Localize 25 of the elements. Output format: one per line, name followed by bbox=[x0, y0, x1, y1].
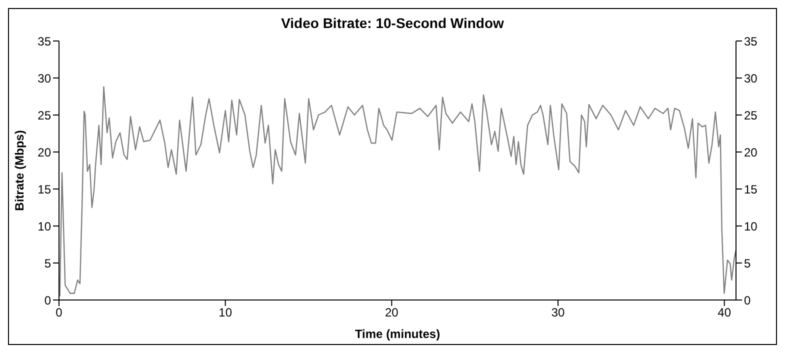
x-tick-label: 20 bbox=[385, 306, 399, 320]
y2-tick-label: 35 bbox=[744, 34, 758, 48]
x-tick-label: 30 bbox=[551, 306, 566, 320]
x-tick-label: 0 bbox=[56, 306, 63, 320]
y-tick-label: 25 bbox=[38, 108, 52, 122]
y-tick-label: 30 bbox=[38, 71, 52, 86]
y2-tick-label: 30 bbox=[744, 71, 758, 86]
y-tick-label: 35 bbox=[38, 34, 52, 48]
x-tick-label: 40 bbox=[718, 306, 732, 320]
line-series bbox=[59, 86, 736, 297]
chart-title: Video Bitrate: 10-Second Window bbox=[280, 14, 505, 33]
y-tick-label: 20 bbox=[38, 145, 52, 160]
y2-tick-label: 5 bbox=[744, 256, 751, 270]
y-axis-title: Bitrate (Mbps) bbox=[12, 130, 26, 211]
y-tick-label: 15 bbox=[38, 182, 52, 196]
y-tick-label: 5 bbox=[44, 256, 52, 270]
y2-tick-label: 10 bbox=[744, 219, 758, 234]
y2-tick-label: 0 bbox=[744, 293, 751, 308]
x-axis-title: Time (minutes) bbox=[354, 327, 440, 341]
y-tick-label: 10 bbox=[38, 219, 52, 234]
y2-tick-label: 20 bbox=[744, 145, 758, 160]
y2-tick-label: 15 bbox=[744, 182, 758, 196]
y-tick-label: 0 bbox=[44, 293, 52, 308]
x-tick-label: 10 bbox=[218, 306, 232, 320]
y2-tick-label: 25 bbox=[744, 108, 758, 122]
